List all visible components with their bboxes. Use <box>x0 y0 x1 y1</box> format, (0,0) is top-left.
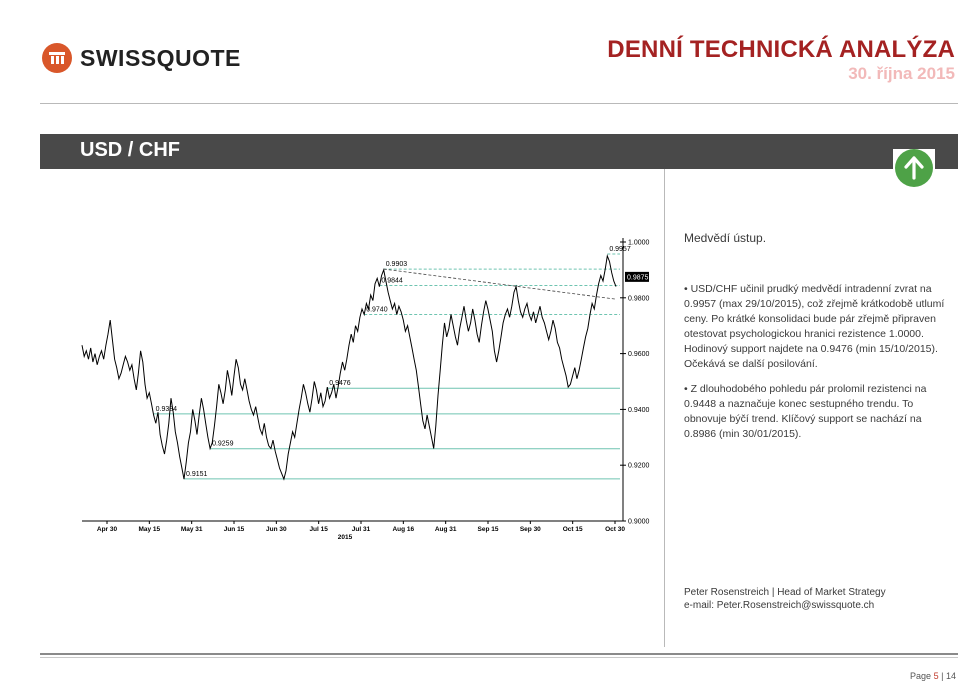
price-series <box>81 254 617 481</box>
commentary-bullet-short-term: • USD/CHF učinil prudký medvědí intraden… <box>684 283 945 370</box>
x-tick-label: Apr 30 <box>97 526 118 533</box>
x-tick-label: Jul 15 <box>309 526 328 533</box>
price-line <box>81 254 617 481</box>
header-divider <box>40 103 958 104</box>
support-resistance-levels: 0.9957 0.9903 0.9844 0.9740 0.9476 0.9384 0.92… <box>153 246 631 480</box>
level-label: 0.9957 <box>609 246 631 253</box>
page-sep: | <box>941 671 944 681</box>
level-label: 0.9903 <box>386 261 408 268</box>
author-email: e-mail: Peter.Rosenstreich@swissquote.ch <box>684 600 875 611</box>
y-tick-label: 0.9200 <box>628 463 650 470</box>
x-tick-label: Oct 30 <box>605 526 625 533</box>
swissquote-logo-icon <box>42 43 72 73</box>
price-chart: 0.9957 0.9903 0.9844 0.9740 0.9476 0.9384 0.92… <box>81 238 650 541</box>
x-tick-label: May 31 <box>181 526 203 533</box>
x-tick-label: Sep 30 <box>520 526 541 533</box>
pair-banner: USD / CHF <box>40 134 958 169</box>
y-tick-label: 0.9800 <box>628 295 650 302</box>
x-tick-label: Jul 31 <box>352 526 371 533</box>
y-tick-label: 0.9000 <box>628 519 650 526</box>
level-label: 0.9384 <box>156 406 178 413</box>
y-axis: 1.0000 0.9800 0.9600 0.9400 0.9200 0.9000 0.98… <box>620 238 650 526</box>
author-name: Peter Rosenstreich | Head of Market Stra… <box>684 587 886 598</box>
level-label: 0.9844 <box>381 278 403 285</box>
footer-divider-thin <box>40 657 958 658</box>
pair-label: USD / CHF <box>80 139 180 161</box>
x-tick-label: Jun 15 <box>224 526 245 533</box>
x-tick-label: May 15 <box>138 526 160 533</box>
page-number: Page 5 | 14 <box>910 671 956 681</box>
page-label: Page <box>910 671 932 681</box>
page-current: 5 <box>933 671 939 681</box>
document-date: 30. října 2015 <box>848 64 955 83</box>
x-tick-label: Jun 30 <box>266 526 287 533</box>
arrow-up-icon <box>895 149 933 187</box>
trend-line <box>383 268 617 300</box>
logo-text: SWISSQUOTE <box>80 44 241 71</box>
level-label: 0.9259 <box>212 441 234 448</box>
x-tick-label: Sep 15 <box>478 526 499 533</box>
footer-divider <box>40 653 958 655</box>
y-tick-label: 1.0000 <box>628 240 650 247</box>
last-price-box <box>625 271 649 282</box>
last-price-label: 0.9875 <box>627 274 649 281</box>
swissquote-logo: SWISSQUOTE <box>42 42 241 74</box>
commentary-bullets: • USD/CHF učinil prudký medvědí intraden… <box>684 282 952 452</box>
level-label: 0.9740 <box>366 307 388 314</box>
x-tick-label: Aug 16 <box>392 526 414 533</box>
level-label: 0.9476 <box>329 380 351 387</box>
level-label: 0.9151 <box>186 471 208 478</box>
document-title: DENNÍ TECHNICKÁ ANALÝZA <box>607 36 955 63</box>
commentary-heading: Medvědí ústup. <box>684 231 767 245</box>
page-total: 14 <box>945 671 956 681</box>
author-block: Peter Rosenstreich | Head of Market Stra… <box>684 586 952 612</box>
y-tick-label: 0.9600 <box>628 351 650 358</box>
x-tick-label: Oct 15 <box>563 526 583 533</box>
x-axis: Apr 30 May 15 May 31 Jun 15 Jun 30 Jul 15 Jul … <box>82 520 625 541</box>
trend-indicator <box>893 149 935 189</box>
x-axis-year-label: 2015 <box>338 534 353 541</box>
y-tick-label: 0.9400 <box>628 407 650 414</box>
column-divider <box>664 169 665 647</box>
x-tick-label: Aug 31 <box>435 526 457 533</box>
commentary-bullet-long-term: • Z dlouhodobého pohledu pár prolomil re… <box>684 383 927 440</box>
